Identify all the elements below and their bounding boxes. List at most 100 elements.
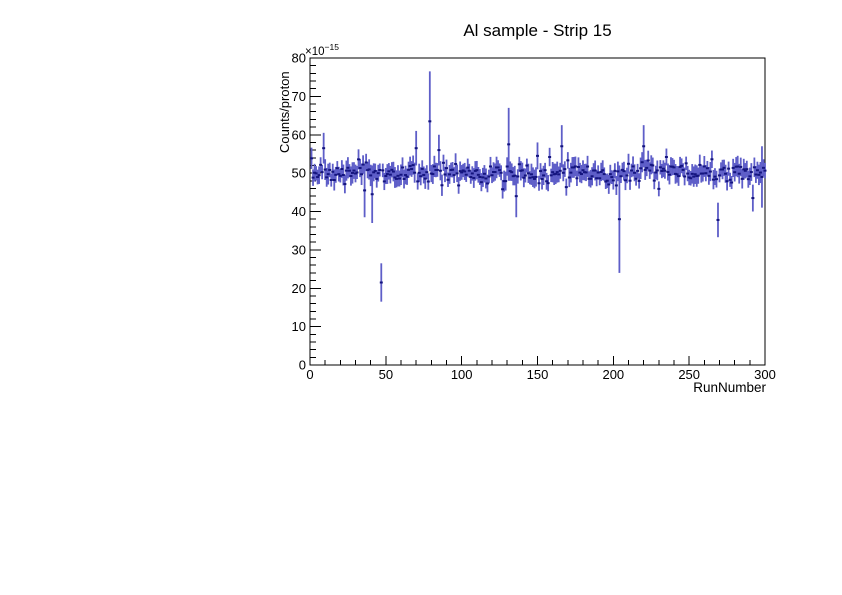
error-bars [310,71,766,302]
data-point [422,173,426,176]
data-point [423,177,427,180]
data-point [531,176,535,179]
data-point [414,147,418,150]
x-tick-label: 300 [754,367,776,382]
data-point [674,172,678,175]
data-point [428,120,432,123]
data-point [576,165,580,168]
x-tick-label: 0 [306,367,313,382]
data-point [743,169,747,172]
data-point [742,168,746,171]
data-point [711,178,715,181]
data-point [675,173,679,176]
data-point [385,173,389,176]
data-point [713,175,717,178]
data-point [684,162,688,165]
data-point [558,169,562,172]
data-point [370,193,374,196]
data-point [334,173,338,176]
data-point [410,167,414,170]
data-point [397,177,401,180]
data-point [546,182,550,185]
data-point [431,173,435,176]
data-point [751,197,755,200]
data-point [335,167,339,170]
data-point [567,176,571,179]
x-tick-label: 150 [527,367,549,382]
data-point [505,165,509,168]
data-point [478,176,482,179]
data-point [396,174,400,177]
data-point [469,176,473,179]
data-point [328,168,332,171]
data-point [613,169,617,172]
data-point [651,164,655,167]
data-point [460,171,464,174]
data-point [419,175,423,178]
data-point [542,174,546,177]
data-point [458,170,462,173]
data-point [341,173,345,176]
data-point [552,173,556,176]
data-point [331,170,335,173]
data-point [563,168,567,171]
data-point [596,171,600,174]
data-point [619,175,623,178]
data-point [498,169,502,172]
data-point [605,179,609,182]
data-point [479,181,483,184]
data-point [388,173,392,176]
data-point [435,168,439,171]
data-point [716,218,720,221]
data-point [637,179,641,182]
data-point [642,145,646,148]
data-point [734,165,738,168]
data-point [736,165,740,168]
data-point [702,165,706,168]
data-point [536,154,539,157]
data-point [451,168,455,171]
data-point [561,171,565,174]
data-point [572,166,576,169]
data-point [710,158,714,161]
plot-frame [309,57,766,366]
data-point [590,175,594,178]
data-point [725,180,729,183]
data-point [754,173,758,176]
data-point [545,180,549,183]
data-point [657,187,661,190]
data-point [493,171,497,174]
data-point [696,174,700,177]
y-tick-label: 80 [292,51,306,66]
data-point [434,168,438,171]
data-point [689,177,693,180]
data-point [402,177,406,180]
data-point [721,168,725,171]
data-point [358,166,362,169]
data-point [608,173,612,176]
data-point [487,175,491,178]
data-point [523,174,527,177]
data-point [357,158,361,161]
data-point [425,171,429,174]
data-point [454,162,458,165]
data-point [718,174,721,177]
data-point [611,179,615,182]
data-point [426,180,430,183]
data-point [384,174,388,177]
data-point [631,165,635,168]
data-point [520,169,524,172]
data-point [508,170,512,173]
data-point [314,172,318,175]
data-point [583,171,587,174]
data-point [448,173,452,176]
data-point [639,167,643,170]
data-point [586,165,590,168]
data-point [355,171,359,174]
data-point [666,171,670,174]
data-point [499,171,503,174]
data-point [595,177,599,180]
y-tick-label: 30 [292,242,306,257]
data-point [566,159,570,162]
data-point [313,171,317,174]
